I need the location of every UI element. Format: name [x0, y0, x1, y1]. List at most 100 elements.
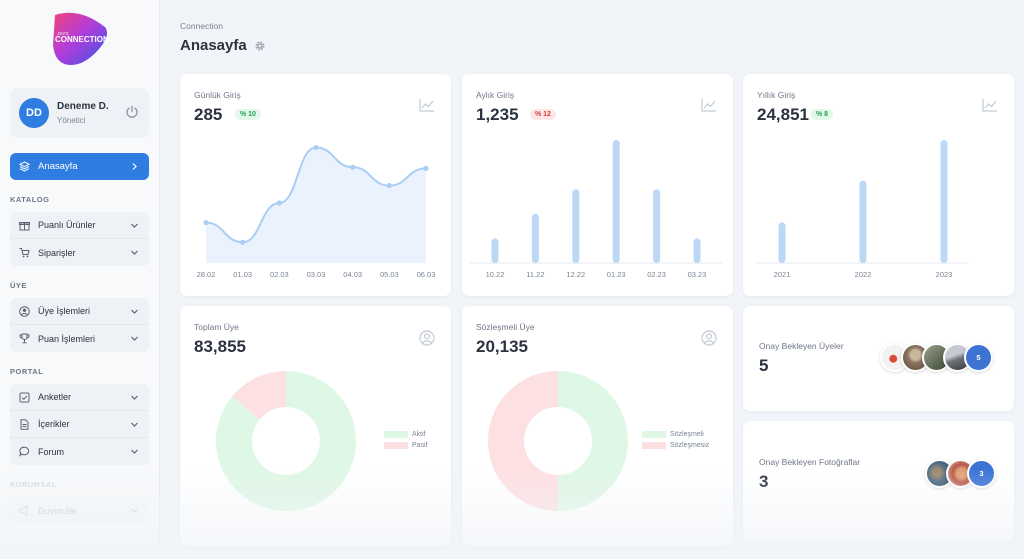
nav-item-uye-islemleri[interactable]: Üye İşlemleri — [10, 298, 149, 325]
legend-label: Sözleşmesiz — [670, 442, 710, 449]
bar — [859, 180, 867, 263]
donut-slice — [488, 371, 559, 511]
pending-member-avatars[interactable]: 5 — [880, 343, 993, 372]
user-card[interactable]: DD Deneme D. Yönetici — [10, 88, 149, 138]
card-value: 285 — [194, 105, 223, 124]
nav-item-label: Anketler — [38, 392, 72, 402]
card-value: 24,851 — [757, 105, 809, 124]
daily-logins-chart: 28.02 01.03 02.03 03.03 04.03 05.03 06.03 — [197, 144, 436, 279]
data-point — [423, 165, 429, 171]
nav-home[interactable]: Anasayfa — [10, 153, 149, 180]
card-pending-members[interactable]: Onay Bekleyen Üyeler 5 5 — [743, 306, 1014, 411]
legend: Sözleşmeli Sözleşmesiz — [642, 431, 709, 453]
monthly-logins-chart: 10.22 11.22 12.22 01.23 02.23 03.23 — [470, 140, 722, 279]
avatar: DD — [19, 98, 49, 128]
gear-icon[interactable] — [254, 40, 266, 52]
chevron-down-icon — [131, 508, 138, 513]
x-tick-label: 06.03 — [417, 270, 436, 279]
chevron-down-icon — [131, 223, 138, 228]
chevron-down-icon — [131, 395, 138, 400]
nav-item-label: Puanlı Ürünler — [38, 220, 96, 230]
cart-icon — [19, 248, 30, 258]
logo[interactable]: JSYG CONNECTION — [10, 0, 149, 76]
nav-item-siparisler[interactable]: Siparişler — [10, 239, 149, 266]
x-tick-label: 03.23 — [688, 270, 707, 279]
legend-label: Pasif — [412, 442, 428, 449]
pending-count-badge: 3 — [967, 459, 996, 488]
x-tick-label: 01.23 — [607, 270, 626, 279]
card-label: Yıllık Giriş — [757, 90, 796, 100]
nav-item-label: Puan İşlemleri — [38, 333, 96, 344]
chevron-down-icon — [131, 449, 138, 454]
page-title: Anasayfa — [180, 37, 1004, 54]
nav-group-kurumsal: Duyurular — [10, 497, 149, 524]
nav-item-label: İçerikler — [38, 419, 70, 429]
document-icon — [20, 418, 29, 430]
x-tick-label: 11.22 — [526, 270, 544, 279]
nav-item-duyurular[interactable]: Duyurular — [10, 497, 149, 524]
data-point — [203, 219, 209, 226]
nav-group-uye: Üye İşlemleri Puan İşlemleri — [10, 298, 149, 352]
total-members-donut — [216, 371, 356, 511]
chevron-down-icon — [131, 309, 138, 314]
nav-item-icerikler[interactable]: İçerikler — [10, 411, 149, 438]
nav-item-forum[interactable]: Forum — [10, 438, 149, 465]
bar — [572, 189, 580, 263]
yearly-logins-chart: 2021 2022 2023 — [757, 140, 969, 279]
x-tick-label: 2023 — [936, 270, 953, 279]
svg-text:CONNECTION: CONNECTION — [55, 35, 109, 44]
card-value: 3 — [759, 472, 769, 491]
page-title-text: Anasayfa — [180, 37, 247, 54]
change-badge: % 12 — [530, 109, 556, 120]
card-pending-photos[interactable]: Onay Bekleyen Fotoğraflar 3 3 — [743, 421, 1014, 541]
card-total-members: Toplam Üye 83,855 Aktif Pasif — [180, 306, 451, 546]
user-name: Deneme D. — [57, 101, 109, 112]
section-title-uye: ÜYE — [10, 281, 27, 290]
nav-home-label: Anasayfa — [38, 161, 78, 172]
card-value: 20,135 — [476, 337, 528, 356]
nav-item-anketler[interactable]: Anketler — [10, 384, 149, 411]
card-value: 1,235 — [476, 105, 519, 124]
svg-text:JSYG: JSYG — [57, 31, 69, 36]
pending-count-badge: 5 — [964, 343, 993, 372]
contracted-members-donut — [488, 371, 628, 511]
main-content: Connection Anasayfa Günlük Giriş 285 % 1… — [160, 0, 1024, 559]
card-label: Günlük Giriş — [194, 90, 241, 100]
breadcrumb[interactable]: Connection — [180, 21, 224, 31]
nav-item-puan-islemleri[interactable]: Puan İşlemleri — [10, 325, 149, 352]
x-tick-label: 2021 — [774, 270, 791, 279]
pending-photo-thumbnails[interactable]: 3 — [925, 459, 996, 488]
line-chart-icon — [701, 99, 716, 112]
data-point — [350, 164, 356, 170]
card-yearly-logins: Yıllık Giriş 24,851 % 8 2021 2022 2023 — [743, 74, 1014, 296]
power-icon[interactable] — [125, 105, 139, 119]
section-title-portal: PORTAL — [10, 367, 44, 376]
gift-icon — [19, 221, 30, 230]
nav-group-portal: Anketler İçerikler Forum — [10, 384, 149, 465]
x-tick-label: 10.22 — [486, 270, 505, 279]
bar — [531, 213, 539, 263]
card-label: Aylık Giriş — [476, 90, 515, 100]
nav-group-katalog: Puanlı Ürünler Siparişler — [10, 212, 149, 266]
data-point — [240, 239, 246, 245]
x-tick-label: 2022 — [855, 270, 872, 279]
bar — [693, 238, 701, 263]
card-label: Sözleşmeli Üye — [476, 322, 535, 332]
donut-slice — [557, 371, 628, 511]
nav-item-puanli-urunler[interactable]: Puanlı Ürünler — [10, 212, 149, 239]
legend-item-sozlesmesiz: Sözleşmesiz — [642, 442, 709, 449]
card-label: Toplam Üye — [194, 322, 239, 332]
x-tick-label: 01.03 — [233, 270, 252, 279]
card-value: 5 — [759, 356, 769, 375]
area-fill — [206, 147, 426, 263]
trophy-icon — [19, 333, 30, 344]
legend-item-sozlesmeli: Sözleşmeli — [642, 431, 709, 438]
legend-label: Aktif — [412, 431, 426, 438]
user-role: Yönetici — [57, 116, 86, 125]
nav-item-label: Siparişler — [38, 247, 76, 258]
section-title-kurumsal: KURUMSAL — [10, 480, 57, 489]
data-point — [276, 200, 282, 206]
x-tick-label: 05.03 — [380, 270, 399, 279]
x-tick-label: 28.02 — [197, 270, 216, 279]
connection-logo-icon: JSYG CONNECTION — [52, 12, 109, 65]
